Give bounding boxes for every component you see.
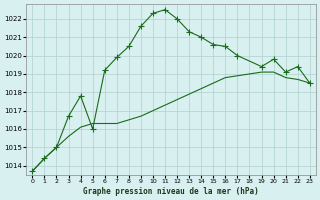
X-axis label: Graphe pression niveau de la mer (hPa): Graphe pression niveau de la mer (hPa) xyxy=(83,187,259,196)
